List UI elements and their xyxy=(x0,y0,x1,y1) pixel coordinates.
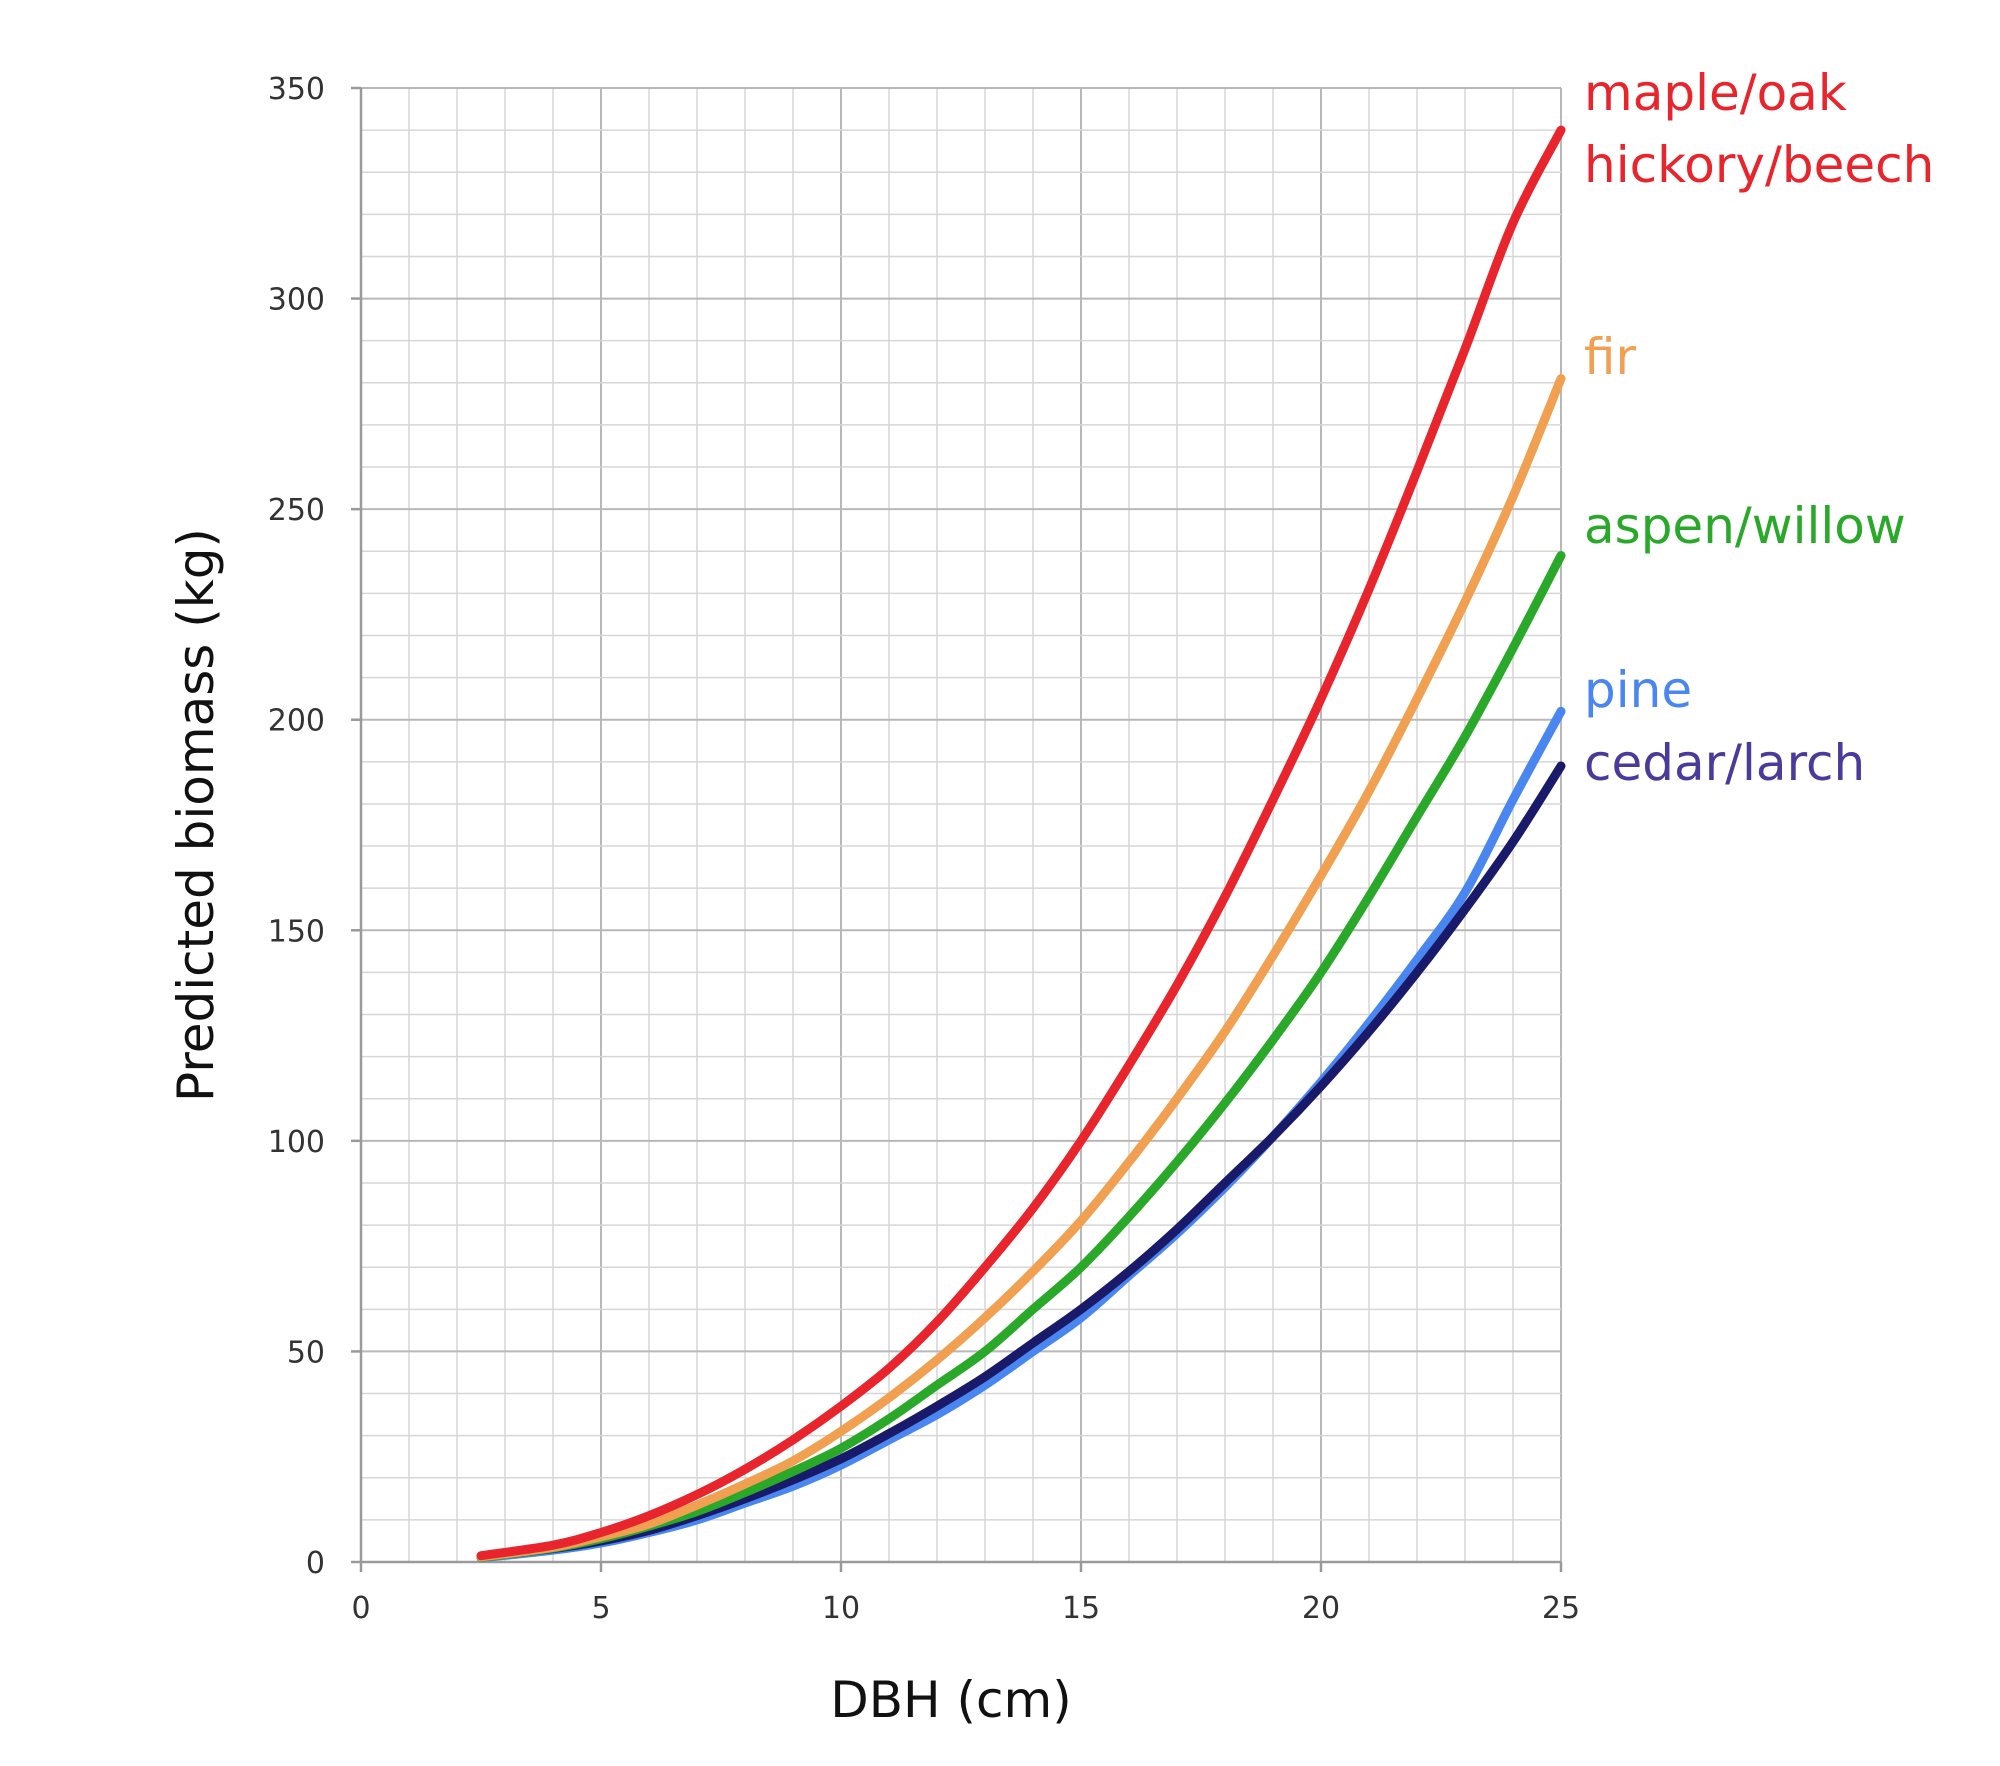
series-label-aspen-willow: aspen/willow xyxy=(1584,497,1906,555)
series-label-hickory-beech: hickory/beech xyxy=(1584,136,1934,194)
y-tick-label: 0 xyxy=(306,1546,325,1581)
x-tick-label: 0 xyxy=(351,1591,370,1626)
y-axis-title: Predicted biomass (kg) xyxy=(167,528,225,1102)
x-tick-label: 20 xyxy=(1302,1591,1340,1626)
x-axis-title: DBH (cm) xyxy=(830,1671,1072,1729)
series-line-cedar-larch xyxy=(476,761,1566,1562)
y-tick-label: 150 xyxy=(268,914,325,949)
series-lines xyxy=(476,125,1566,1563)
series-line-fir xyxy=(476,374,1566,1562)
series-label-cedar-larch: cedar/larch xyxy=(1584,734,1865,792)
y-tick-label: 300 xyxy=(268,283,325,318)
series-label-pine: pine xyxy=(1584,661,1692,719)
series-line-maple-oak xyxy=(476,125,1566,1561)
x-tick-label: 10 xyxy=(822,1591,860,1626)
axes xyxy=(351,86,1563,1572)
x-tick-label: 5 xyxy=(591,1591,610,1626)
series-label-maple-oak: maple/oak xyxy=(1584,64,1847,122)
y-tick-label: 250 xyxy=(268,493,325,528)
x-tick-label: 25 xyxy=(1542,1591,1580,1626)
y-tick-label: 200 xyxy=(268,704,325,739)
x-tick-label: 15 xyxy=(1062,1591,1100,1626)
series-line-aspen-willow xyxy=(476,551,1566,1562)
series-label-fir: fir xyxy=(1584,328,1636,386)
y-tick-label: 350 xyxy=(268,72,325,107)
series-labels: maple/oak hickory/beech fir aspen/willow… xyxy=(1584,64,1934,792)
y-tick-label: 50 xyxy=(287,1335,325,1370)
y-tick-label: 100 xyxy=(268,1125,325,1160)
